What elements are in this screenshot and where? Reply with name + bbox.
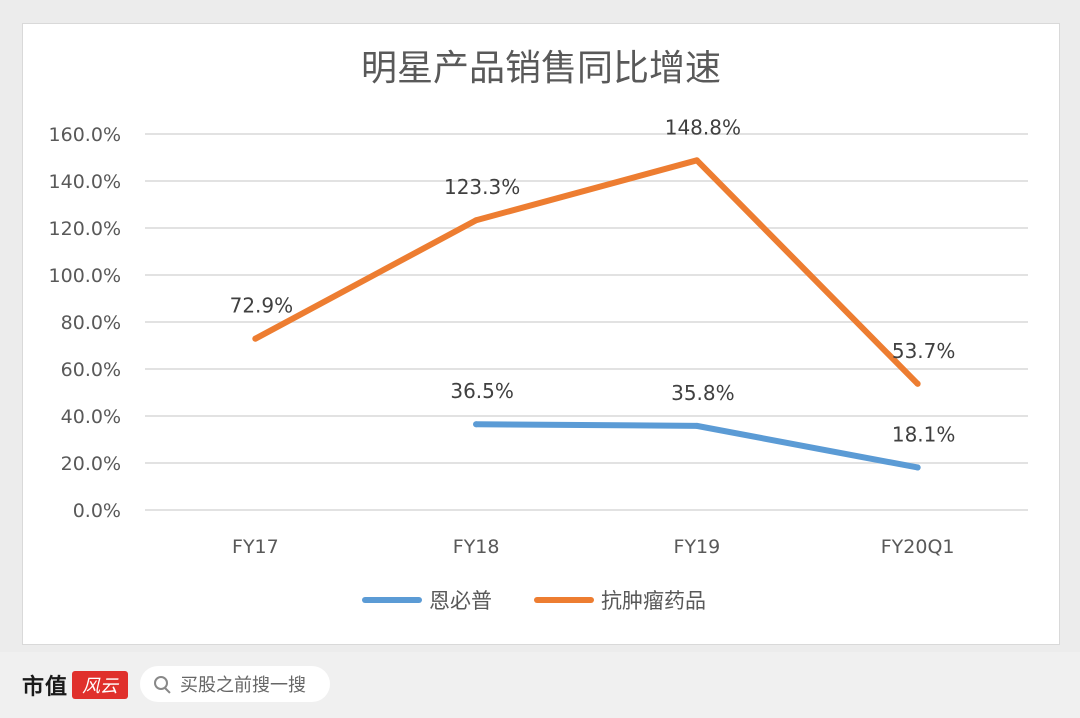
search-placeholder: 买股之前搜一搜 — [180, 675, 306, 696]
y-tick-label: 80.0% — [61, 312, 121, 334]
legend-label: 恩必普 — [429, 589, 492, 613]
x-tick-label: FY20Q1 — [881, 536, 955, 558]
y-tick-label: 0.0% — [73, 500, 121, 522]
y-tick-label: 160.0% — [49, 124, 121, 146]
y-tick-label: 120.0% — [49, 218, 121, 240]
data-label: 36.5% — [450, 379, 514, 403]
data-point — [252, 335, 259, 342]
y-tick-label: 140.0% — [49, 171, 121, 193]
y-tick-label: 20.0% — [61, 453, 121, 475]
brand-name: 市值 — [22, 675, 69, 700]
legend[interactable]: 恩必普 抗肿瘤药品 — [362, 589, 706, 613]
data-point — [914, 380, 921, 387]
line-chart: 明星产品销售同比增速 0.0% 20.0% 40.0% 60.0% 80.0% 100.0… — [49, 48, 1028, 613]
data-point — [693, 422, 700, 429]
chart-title: 明星产品销售同比增速 — [361, 48, 721, 89]
x-axis-ticks: FY17 FY18 FY19 FY20Q1 — [232, 536, 954, 558]
search-icon — [154, 676, 170, 692]
brand-logo[interactable]: 市值 风云 — [22, 670, 129, 700]
x-tick-label: FY18 — [453, 536, 500, 558]
x-tick-label: FY19 — [674, 536, 721, 558]
data-label: 53.7% — [892, 339, 956, 363]
y-axis-ticks: 0.0% 20.0% 40.0% 60.0% 80.0% 100.0% 120.0% 140.… — [49, 124, 121, 522]
data-label: 72.9% — [230, 294, 294, 318]
data-label: 148.8% — [665, 115, 741, 139]
y-tick-label: 100.0% — [49, 265, 121, 287]
data-point — [914, 464, 921, 471]
series-lines — [252, 157, 921, 471]
data-label: 123.3% — [444, 175, 520, 199]
footer-bar: 市值 风云 买股之前搜一搜 — [0, 652, 1080, 718]
series-line-0 — [473, 421, 921, 471]
chart-card: 明星产品销售同比增速 0.0% 20.0% 40.0% 60.0% 80.0% 100.0… — [22, 23, 1060, 645]
data-label: 35.8% — [671, 381, 735, 405]
data-label: 18.1% — [892, 422, 956, 446]
data-point — [473, 421, 480, 428]
series-line-1 — [252, 157, 921, 387]
legend-label: 抗肿瘤药品 — [601, 589, 706, 613]
y-tick-label: 40.0% — [61, 406, 121, 428]
data-labels: 36.5% 35.8% 18.1% 72.9% 123.3% 148.8% 53.7% — [230, 115, 956, 446]
y-tick-label: 60.0% — [61, 359, 121, 381]
brand-logo-mark: 风云 — [72, 671, 129, 699]
search-box[interactable]: 买股之前搜一搜 — [140, 666, 330, 702]
x-tick-label: FY17 — [232, 536, 279, 558]
data-point — [473, 217, 480, 224]
data-point — [693, 157, 700, 164]
